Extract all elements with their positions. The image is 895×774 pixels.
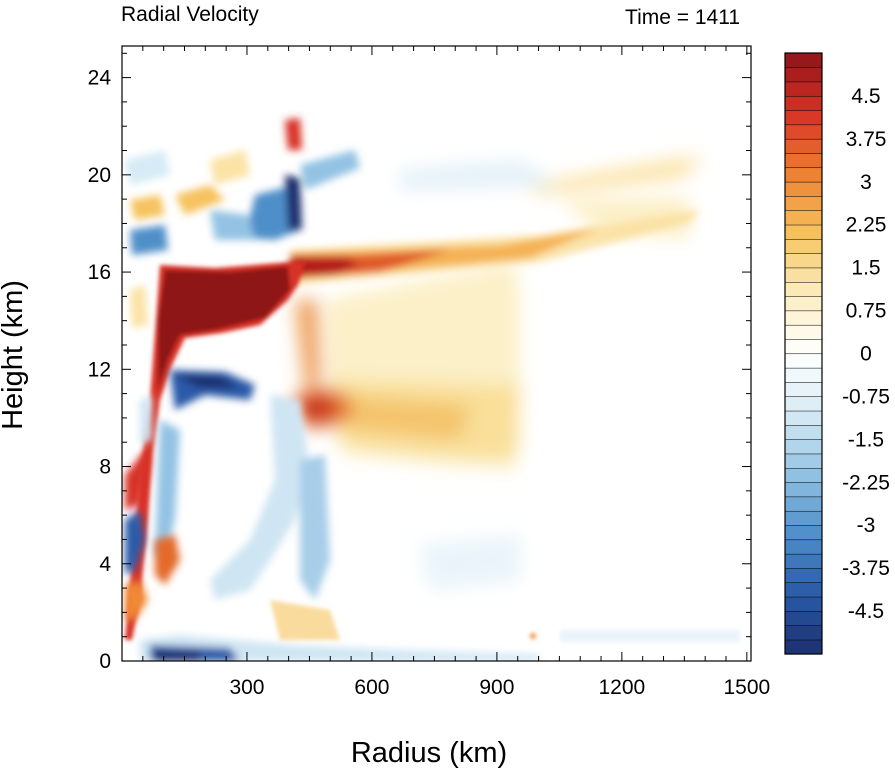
y-tick-label: 20 [88, 164, 111, 187]
chart-title: Radial Velocity [121, 3, 259, 26]
x-tick-label: 600 [354, 676, 389, 699]
colorbar-box [784, 467, 823, 483]
colorbar-box [784, 381, 823, 397]
colorbar-box [784, 281, 823, 297]
colorbar-box [784, 95, 823, 111]
mid-level-outflow [292, 262, 520, 470]
y-tick-label: 12 [88, 358, 111, 381]
colorbar-label: 2.25 [846, 214, 887, 237]
colorbar-label: 0.75 [846, 300, 887, 323]
colorbar-box [784, 510, 823, 526]
colorbar-box [784, 167, 823, 183]
y-tick-label: 4 [99, 553, 111, 576]
y-tick-label: 24 [88, 67, 112, 90]
colorbar-label: -0.75 [842, 385, 890, 408]
y-tick-label: 16 [88, 261, 111, 284]
colorbar-label: 0 [860, 343, 872, 366]
colorbar-box [784, 224, 823, 240]
x-tick-label: 900 [479, 676, 514, 699]
colorbar-box [784, 482, 823, 498]
time-label: Time = 1411 [625, 6, 740, 29]
colorbar-box [784, 253, 823, 269]
low-level-features [270, 600, 740, 642]
x-tick-label: 1500 [723, 676, 770, 699]
colorbar-box [784, 109, 823, 126]
colorbar-box [784, 396, 823, 412]
colorbar-box [784, 439, 823, 455]
colorbar-box [784, 195, 823, 211]
colorbar-box [784, 567, 823, 584]
colorbar-label: 3.75 [846, 128, 887, 151]
colorbar-label: 1.5 [851, 257, 880, 280]
colorbar-box [784, 324, 823, 340]
colorbar-label: 3 [860, 171, 872, 194]
colorbar-box [784, 181, 823, 197]
colorbar-box [784, 296, 823, 312]
colorbar-box [784, 424, 823, 440]
x-tick-label: 1200 [599, 676, 646, 699]
colorbar-label: -3 [857, 514, 876, 537]
colorbar-box [784, 238, 823, 254]
colorbar: 4.5 3.75 3 2.25 1.5 0.75 0 -0.75 -1.5 -2.25 -3 -3.7… [784, 52, 890, 655]
colorbar-box [784, 596, 823, 612]
colorbar-box [784, 152, 823, 169]
colorbar-label: -1.5 [848, 428, 884, 451]
colorbar-box [784, 210, 823, 226]
plot-frame [121, 45, 752, 662]
colorbar-box [784, 353, 823, 369]
colorbar-box [784, 524, 823, 541]
colorbar-box [784, 625, 823, 641]
colorbar-label: 4.5 [851, 85, 880, 108]
colorbar-label: -2.25 [842, 471, 890, 494]
x-tick-label: 300 [229, 676, 264, 699]
y-tick-label: 0 [99, 650, 111, 673]
colorbar-box [784, 496, 823, 512]
x-axis-title: Radius (km) [351, 737, 507, 769]
y-axis-title: Height (km) [0, 280, 29, 430]
colorbar-box [784, 52, 823, 68]
colorbar-box [784, 410, 823, 426]
x-axis: 300 600 900 1200 1500 [142, 46, 770, 699]
colorbar-label: -3.75 [842, 557, 890, 580]
colorbar-box [784, 582, 823, 598]
y-tick-label: 8 [99, 456, 111, 479]
colorbar-box [784, 367, 823, 383]
colorbar-box [784, 81, 823, 97]
colorbar-box [784, 310, 823, 326]
inflow-features [140, 150, 540, 661]
inner-core-bands [125, 118, 302, 620]
outflow-core [125, 262, 305, 640]
colorbar-box [784, 338, 823, 355]
y-axis: 0 4 8 12 16 20 24 [88, 52, 751, 673]
colorbar-box [784, 453, 823, 469]
colorbar-box [784, 267, 823, 283]
outflow-jet [290, 210, 700, 285]
colorbar-box [784, 539, 823, 555]
colorbar-box [784, 67, 823, 83]
colorbar-box [784, 553, 823, 569]
colorbar-frame [784, 52, 823, 655]
colorbar-box [784, 124, 823, 140]
colorbar-box [784, 138, 823, 154]
colorbar-box [784, 639, 823, 655]
colorbar-label: -4.5 [848, 600, 884, 623]
colorbar-box [784, 610, 823, 626]
velocity-field [122, 46, 751, 661]
